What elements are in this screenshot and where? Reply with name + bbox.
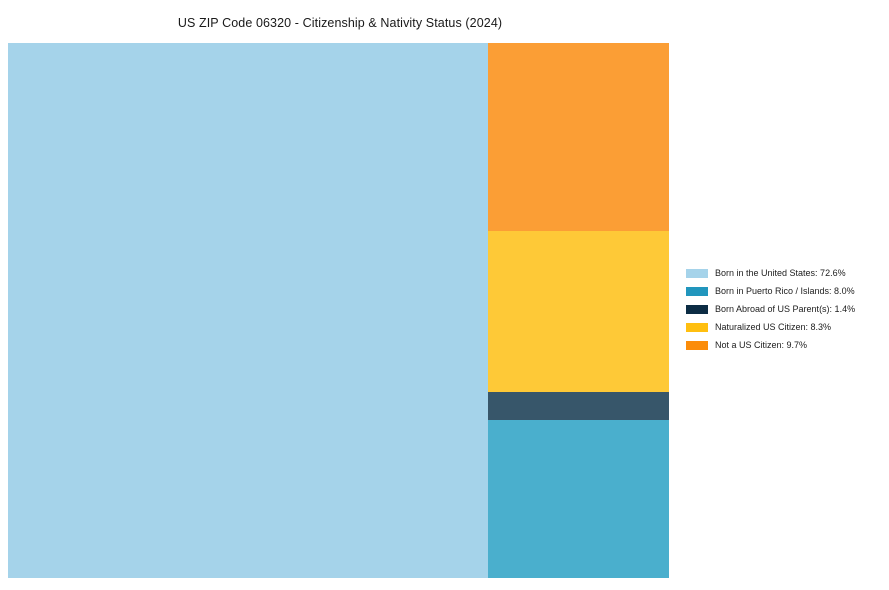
treemap-tile[interactable] bbox=[487, 231, 669, 393]
legend-color-swatch bbox=[686, 268, 708, 278]
legend-item[interactable]: Naturalized US Citizen: 8.3% bbox=[686, 318, 886, 336]
treemap-plot-area bbox=[8, 43, 669, 578]
legend-item-label: Born in Puerto Rico / Islands: 8.0% bbox=[715, 285, 855, 296]
treemap-tile[interactable] bbox=[487, 419, 669, 578]
legend-item-label: Not a US Citizen: 9.7% bbox=[715, 339, 808, 350]
treemap-tile[interactable] bbox=[487, 392, 669, 420]
legend-item[interactable]: Born in Puerto Rico / Islands: 8.0% bbox=[686, 282, 886, 300]
legend-item[interactable]: Born Abroad of US Parent(s): 1.4% bbox=[686, 300, 886, 318]
legend-item-label: Naturalized US Citizen: 8.3% bbox=[715, 321, 832, 332]
legend-item[interactable]: Not a US Citizen: 9.7% bbox=[686, 336, 886, 354]
legend-item[interactable]: Born in the United States: 72.6% bbox=[686, 264, 886, 282]
chart-legend: Born in the United States: 72.6% Born in … bbox=[686, 264, 886, 354]
treemap-tile[interactable] bbox=[487, 43, 669, 232]
legend-color-swatch bbox=[686, 322, 708, 332]
legend-color-swatch bbox=[686, 304, 708, 314]
chart-title: US ZIP Code 06320 - Citizenship & Nativi… bbox=[177, 16, 503, 31]
legend-color-swatch bbox=[686, 286, 708, 296]
legend-item-label: Born in the United States: 72.6% bbox=[715, 267, 846, 278]
legend-item-label: Born Abroad of US Parent(s): 1.4% bbox=[715, 303, 856, 314]
treemap-tile[interactable] bbox=[8, 43, 488, 578]
legend-color-swatch bbox=[686, 340, 708, 350]
